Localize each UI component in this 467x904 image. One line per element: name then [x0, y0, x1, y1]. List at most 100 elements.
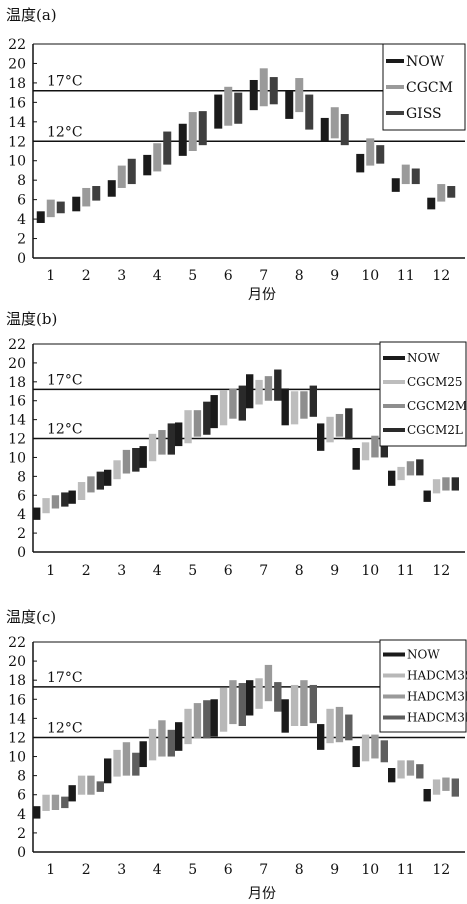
range-bar [175, 422, 183, 447]
x-tick-label: 7 [259, 268, 268, 284]
range-bar [427, 197, 436, 210]
y-tick-label: 6 [17, 193, 26, 209]
legend-label: NOW [406, 54, 445, 70]
range-bar [234, 92, 243, 124]
legend-label: GISS [406, 106, 442, 122]
range-bar [376, 145, 385, 164]
x-tick-label: 11 [397, 563, 415, 579]
y-tick-label: 2 [17, 526, 26, 542]
range-bar [401, 164, 410, 185]
range-bar [259, 68, 268, 107]
range-bar [423, 490, 431, 502]
y-tick-label: 12 [8, 730, 26, 746]
reference-line-label: 12°C [47, 124, 83, 140]
range-bar [309, 684, 317, 724]
range-bar [317, 423, 325, 451]
range-bar [300, 391, 308, 419]
range-bar [87, 775, 95, 795]
range-bar [305, 94, 314, 130]
range-bar [219, 390, 228, 426]
chart-title-c: 温度(c) [6, 608, 57, 626]
x-axis-label: 月份 [248, 886, 276, 902]
y-tick-label: 2 [17, 826, 26, 842]
chart-panel-b: 温度(b) 0 2 4 6 8 10 12 14 16 18 20 22 1 2 3 4 5 6 7 8 9 10 11 12… [0, 302, 467, 600]
legend-swatch [383, 694, 405, 699]
y-tick-label: 22 [8, 37, 26, 53]
range-bar [264, 376, 273, 401]
range-bar [198, 111, 207, 146]
range-bar [255, 379, 263, 405]
range-bar [411, 168, 420, 185]
legend-label: NOW [407, 351, 440, 365]
y-tick-label: 4 [17, 807, 26, 823]
x-tick-label: 10 [361, 563, 379, 579]
range-bar [274, 682, 282, 712]
y-tick-label: 16 [8, 692, 26, 708]
range-bar [416, 764, 424, 779]
chart-title-a: 温度(a) [6, 6, 57, 24]
range-bar [96, 471, 104, 490]
range-bar [42, 498, 50, 514]
x-tick-label: 8 [295, 563, 304, 579]
range-bar [264, 664, 273, 702]
legend-label: CGCM2M [407, 399, 467, 413]
range-bar [442, 477, 450, 491]
x-tick-label: 3 [117, 268, 126, 284]
range-bar [451, 477, 459, 491]
range-bar [167, 729, 175, 757]
range-bar [132, 752, 140, 776]
range-bar [345, 408, 353, 440]
range-bar [442, 777, 450, 791]
legend-swatch [386, 85, 404, 89]
y-tick-label: 8 [17, 469, 26, 485]
range-bar [104, 469, 112, 486]
range-bar [416, 459, 424, 476]
y-tick-label: 10 [8, 154, 26, 170]
range-bar [447, 186, 456, 198]
chart-title-b: 温度(b) [6, 310, 58, 328]
x-tick-label: 1 [46, 563, 55, 579]
range-bar [366, 138, 375, 166]
legend-label: HADCM3M [407, 690, 467, 704]
x-tick-label: 12 [432, 563, 450, 579]
range-bar [188, 112, 197, 151]
range-bar [117, 165, 126, 188]
range-bar [163, 131, 172, 165]
x-tick-label: 11 [397, 268, 415, 284]
range-bar [361, 734, 370, 762]
legend-label: HADCM3S [407, 669, 467, 683]
range-bar [92, 186, 101, 201]
range-bar [139, 446, 147, 468]
range-bar [238, 683, 246, 726]
x-tick-label: 6 [224, 268, 233, 284]
x-tick-label: 10 [361, 862, 379, 878]
y-tick-label: 22 [8, 337, 26, 353]
x-tick-label: 1 [46, 862, 55, 878]
legend-label: CGCM2L [407, 423, 463, 437]
range-bar [148, 728, 157, 761]
range-bar [96, 781, 104, 792]
legend-swatch [383, 380, 405, 384]
range-bar [158, 430, 166, 455]
x-tick-label: 2 [82, 268, 91, 284]
range-bar [122, 449, 131, 474]
range-bar [238, 385, 246, 421]
x-tick-label: 7 [259, 862, 268, 878]
range-bar [361, 442, 370, 461]
x-tick-label: 12 [432, 862, 450, 878]
x-tick-label: 1 [46, 268, 55, 284]
range-bar [371, 435, 379, 458]
y-tick-label: 0 [17, 251, 26, 267]
x-tick-label: 6 [224, 862, 233, 878]
reference-line-label: 17°C [47, 372, 83, 388]
y-tick-label: 18 [8, 76, 26, 92]
y-tick-label: 6 [17, 788, 26, 804]
x-tick-label: 11 [397, 862, 415, 878]
range-bar [345, 714, 353, 741]
legend-label: CGCM [406, 80, 453, 96]
legend-swatch [383, 404, 405, 408]
range-bar [285, 90, 294, 119]
range-bar [139, 741, 147, 768]
x-tick-label: 4 [153, 563, 162, 579]
